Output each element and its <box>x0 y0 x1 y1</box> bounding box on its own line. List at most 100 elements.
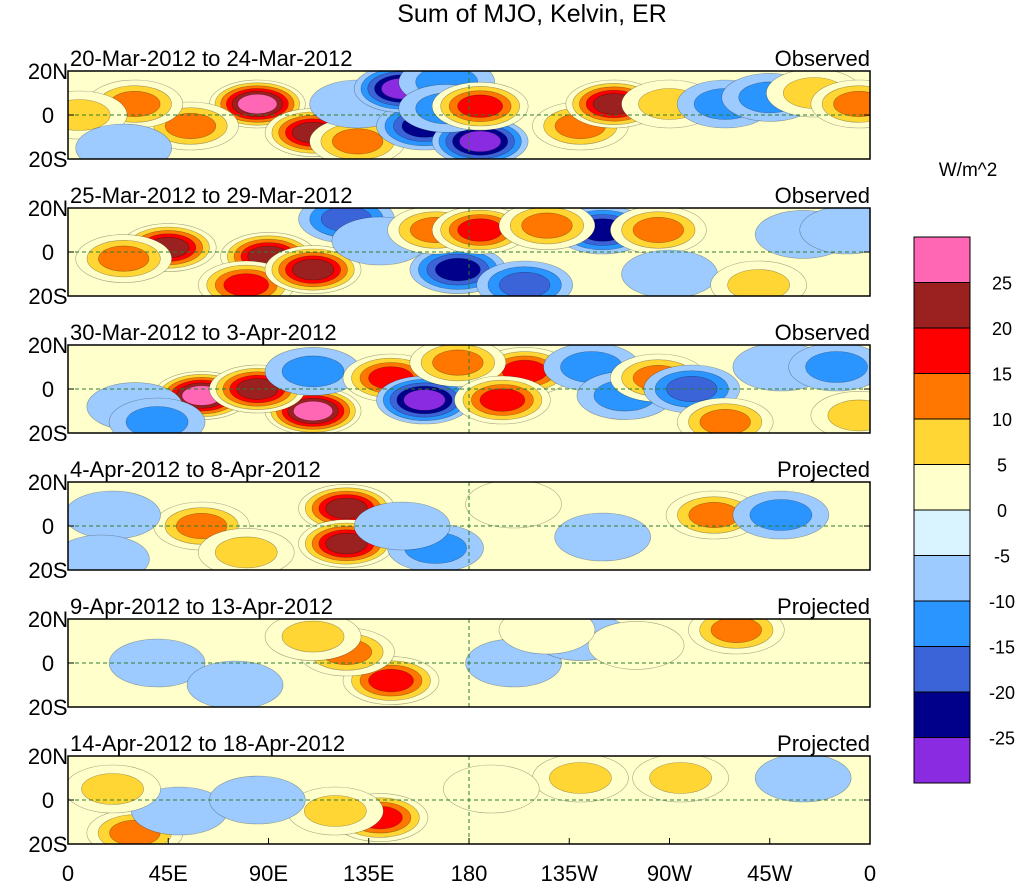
chart-title: Sum of MJO, Kelvin, ER <box>397 0 667 28</box>
contour-level <box>435 258 481 282</box>
anomaly-feature <box>68 490 161 540</box>
contour-level <box>632 217 684 244</box>
anomaly-field <box>75 208 870 296</box>
colorbar-swatch <box>913 600 971 647</box>
contour-level <box>68 534 150 570</box>
y-tick-label: 20N <box>28 744 68 769</box>
anomaly-feature <box>810 391 870 433</box>
panels: 20N 0 20S 20-Mar-2012 to 24-Mar-2012 Observe… <box>28 46 871 857</box>
colorbar-swatch <box>913 464 971 511</box>
anomaly-feature <box>732 490 830 540</box>
contour-level <box>549 762 612 794</box>
colorbar-swatch <box>913 555 971 602</box>
contour-level <box>587 621 685 670</box>
colorbar-tick-label: -10 <box>989 592 1015 612</box>
contour-level <box>727 269 790 296</box>
y-tick-label: 20S <box>28 558 67 583</box>
panel-5: 20N 0 20S 9-Apr-2012 to 13-Apr-2012 Projecte… <box>28 594 871 720</box>
anomaly-feature <box>587 621 685 670</box>
contour-level <box>281 620 345 653</box>
contour-level <box>223 273 270 296</box>
anomaly-feature <box>610 208 707 255</box>
x-tick-label: 0 <box>62 861 74 886</box>
contour-level <box>749 499 813 531</box>
y-tick-label: 0 <box>42 377 54 402</box>
anomaly-field <box>86 345 870 433</box>
y-tick-label: 20N <box>28 333 68 358</box>
x-tick-label: 45E <box>149 861 188 886</box>
y-tick-label: 0 <box>42 514 54 539</box>
anomaly-feature <box>621 249 718 296</box>
anomaly-feature <box>476 260 573 296</box>
anomaly-feature <box>498 619 596 655</box>
anomaly-feature <box>454 375 551 425</box>
contour-level <box>98 245 150 272</box>
contour-level <box>214 536 278 569</box>
panel-period-label: 20-Mar-2012 to 24-Mar-2012 <box>70 46 352 71</box>
y-tick-label: 0 <box>42 788 54 813</box>
colorbar-swatch <box>913 282 971 329</box>
colorbar-swatch <box>913 737 971 784</box>
colorbar-tick-label: -15 <box>989 638 1015 658</box>
panel-status-label: Observed <box>775 46 870 71</box>
y-tick-label: 20S <box>28 147 67 172</box>
y-tick-label: 20N <box>28 59 68 84</box>
anomaly-feature <box>75 234 172 283</box>
anomaly-feature <box>465 482 562 529</box>
panel-3: 20N 0 20S 30-Mar-2012 to 3-Apr-2012 Observed <box>28 320 871 446</box>
y-tick-label: 0 <box>42 103 54 128</box>
anomaly-feature <box>799 208 870 255</box>
contour-level <box>281 355 345 388</box>
anomaly-feature <box>442 764 540 814</box>
panel-2: 20N 0 20S 25-Mar-2012 to 29-Mar-2012 Observe… <box>28 183 871 309</box>
anomaly-feature <box>197 528 295 570</box>
contour-level <box>827 399 870 432</box>
contour-level <box>332 128 384 155</box>
colorbar-tick-label: 20 <box>992 319 1012 339</box>
contour-level <box>353 501 451 551</box>
x-tick-label: 90W <box>647 861 692 886</box>
panel-6: 20N 0 20S 14-Apr-2012 to 18-Apr-2012 Project… <box>28 731 871 857</box>
contour-level <box>459 130 502 153</box>
contour-level <box>688 501 740 528</box>
anomaly-feature <box>431 81 529 131</box>
anomaly-feature <box>68 764 161 814</box>
anomaly-field <box>68 71 870 159</box>
y-tick-label: 20S <box>28 284 67 309</box>
panel-status-label: Projected <box>777 457 870 482</box>
contour-level <box>403 389 446 411</box>
y-tick-label: 0 <box>42 240 54 265</box>
panel-period-label: 25-Mar-2012 to 29-Mar-2012 <box>70 183 352 208</box>
x-tick-label: 180 <box>451 861 488 886</box>
x-axis: 0 45E 90E 135E 180 135W 90W 45W 0 <box>62 838 876 886</box>
anomaly-field <box>108 619 785 707</box>
panel-period-label: 4-Apr-2012 to 8-Apr-2012 <box>70 457 321 482</box>
colorbar-swatch <box>913 418 971 465</box>
anomaly-feature <box>186 660 284 707</box>
colorbar-swatch <box>913 691 971 738</box>
colorbar-swatch <box>913 236 971 283</box>
contour-level <box>833 91 870 117</box>
contour-level <box>457 218 503 242</box>
contour-level <box>237 93 278 115</box>
colorbar-tick-label: -20 <box>989 683 1015 703</box>
contour-level <box>699 409 751 433</box>
contour-level <box>108 638 206 688</box>
contour-level <box>442 764 540 814</box>
panel-1: 20N 0 20S 20-Mar-2012 to 24-Mar-2012 Observe… <box>28 46 871 172</box>
panel-period-label: 9-Apr-2012 to 13-Apr-2012 <box>70 594 333 619</box>
y-tick-label: 20S <box>28 832 67 857</box>
colorbar-tick-label: 10 <box>992 410 1012 430</box>
anomaly-feature <box>498 208 596 250</box>
y-tick-label: 20S <box>28 421 67 446</box>
anomaly-feature <box>632 756 729 803</box>
y-tick-label: 20S <box>28 695 67 720</box>
anomaly-feature <box>75 123 172 159</box>
contour-level <box>521 212 573 239</box>
contour-level <box>457 94 503 118</box>
contour-level <box>186 660 284 707</box>
anomaly-feature <box>665 490 763 540</box>
contour-level <box>81 773 144 805</box>
